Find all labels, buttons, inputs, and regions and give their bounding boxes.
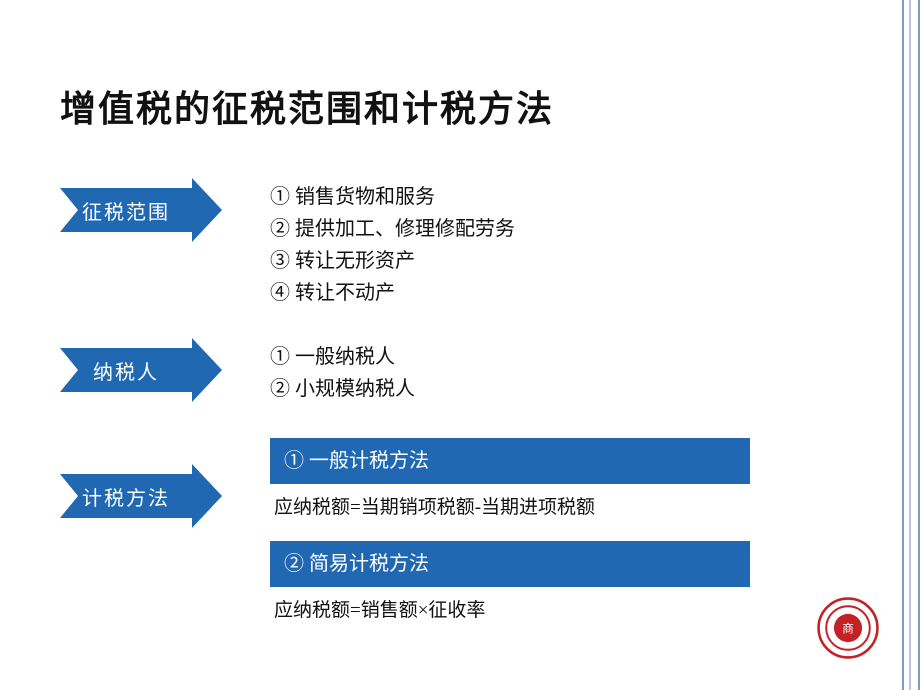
- section-tax-scope: 征税范围 ① 销售货物和服务 ② 提供加工、修理修配劳务 ③ 转让无形资产 ④ …: [60, 182, 860, 310]
- method-formula: 应纳税额=销售额×征收率: [270, 587, 750, 644]
- arrow-tax-method: 计税方法: [60, 474, 220, 518]
- arrow-label: 纳税人: [93, 356, 159, 385]
- list-item: ② 提供加工、修理修配劳务: [270, 214, 860, 244]
- arrow-label: 征税范围: [82, 196, 170, 225]
- list-item: ① 一般纳税人: [270, 342, 860, 372]
- list-item: ② 小规模纳税人: [270, 374, 860, 404]
- method-header: ② 简易计税方法: [270, 541, 750, 587]
- taxpayer-list: ① 一般纳税人 ② 小规模纳税人: [270, 342, 860, 406]
- tax-scope-list: ① 销售货物和服务 ② 提供加工、修理修配劳务 ③ 转让无形资产 ④ 转让不动产: [270, 182, 860, 310]
- svg-text:·: ·: [824, 626, 826, 631]
- arrow-label: 计税方法: [82, 482, 170, 511]
- section-tax-method: 计税方法 ① 一般计税方法 应纳税额=当期销项税额-当期进项税额 ② 简易计税方…: [60, 438, 860, 643]
- slide-title: 增值税的征税范围和计税方法: [60, 80, 860, 132]
- svg-text:·: ·: [847, 600, 849, 605]
- slide-container: 增值税的征税范围和计税方法 征税范围 ① 销售货物和服务 ② 提供加工、修理修配…: [0, 0, 920, 690]
- list-item: ③ 转让无形资产: [270, 246, 860, 276]
- method-simple: ② 简易计税方法 应纳税额=销售额×征收率: [270, 541, 750, 644]
- svg-text:商: 商: [842, 621, 854, 635]
- institution-logo: 商 · · · ·: [816, 596, 880, 660]
- arrow-taxpayer: 纳税人: [60, 348, 220, 392]
- list-item: ① 销售货物和服务: [270, 182, 860, 212]
- list-item: ④ 转让不动产: [270, 278, 860, 308]
- section-taxpayer: 纳税人 ① 一般纳税人 ② 小规模纳税人: [60, 342, 860, 406]
- svg-text:·: ·: [847, 652, 849, 657]
- tax-method-list: ① 一般计税方法 应纳税额=当期销项税额-当期进项税额 ② 简易计税方法 应纳税…: [270, 438, 860, 643]
- method-header: ① 一般计税方法: [270, 438, 750, 484]
- method-formula: 应纳税额=当期销项税额-当期进项税额: [270, 484, 750, 541]
- arrow-tax-scope: 征税范围: [60, 188, 220, 232]
- svg-text:·: ·: [871, 626, 873, 631]
- method-general: ① 一般计税方法 应纳税额=当期销项税额-当期进项税额: [270, 438, 750, 541]
